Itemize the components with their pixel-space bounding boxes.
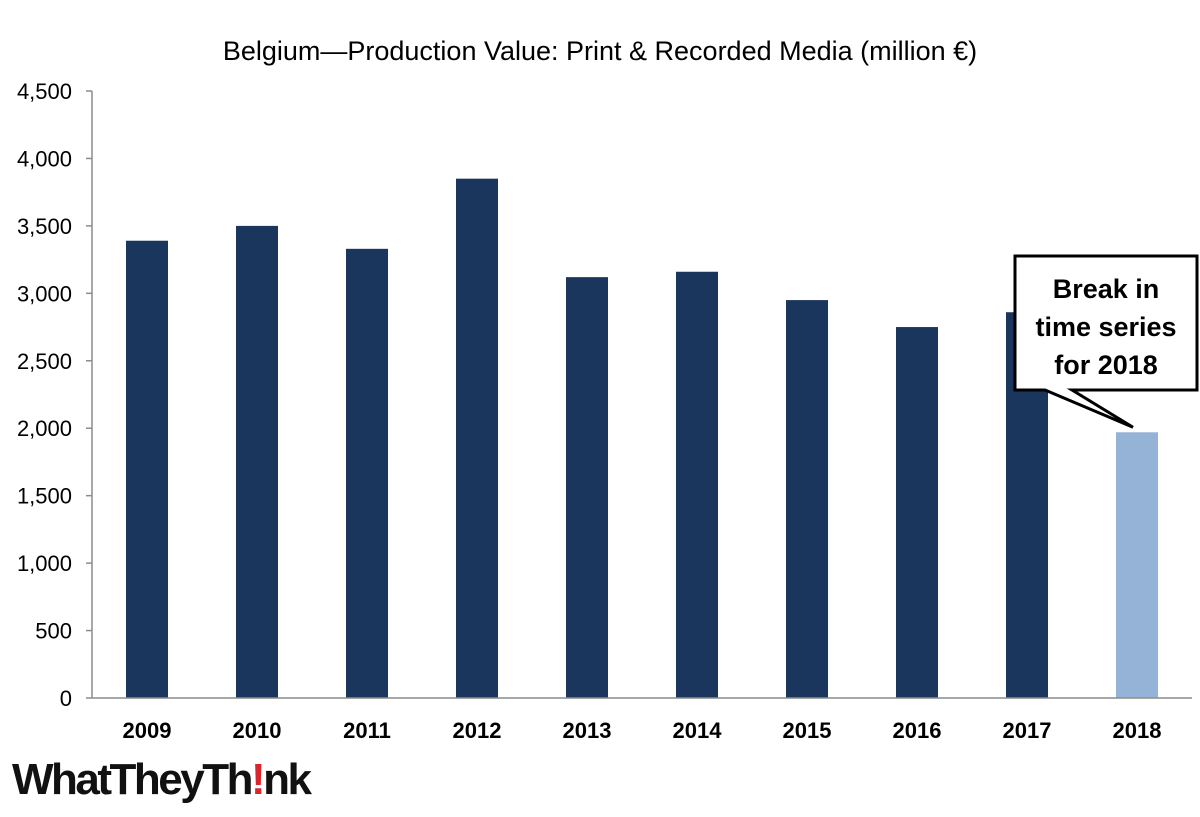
- bars: [126, 178, 1158, 698]
- x-tick-label: 2009: [123, 718, 172, 743]
- bar-2016: [896, 327, 938, 698]
- callout-text-line: time series: [1035, 312, 1176, 342]
- bar-2009: [126, 240, 168, 698]
- x-tick-label: 2011: [343, 718, 391, 743]
- chart-title: Belgium—Production Value: Print & Record…: [222, 36, 978, 66]
- callout-text-line: Break in: [1053, 274, 1160, 304]
- x-tick-label: 2017: [1003, 718, 1052, 743]
- bar-2013: [566, 277, 608, 698]
- x-axis: 2009 2010 2011 2012 2013 2014 2015 2016 2017 2018: [92, 697, 1192, 743]
- callout: Break in time series for 2018: [1013, 254, 1199, 429]
- y-tick-label: 3,000: [17, 281, 72, 306]
- x-tick-label: 2018: [1113, 718, 1162, 743]
- y-tick-label: 2,500: [17, 349, 72, 374]
- y-tick-label: 500: [35, 619, 72, 644]
- bar-2018: [1116, 432, 1158, 698]
- bar-2015: [786, 300, 828, 698]
- y-tick-label: 4,500: [17, 79, 72, 104]
- x-tick-label: 2014: [673, 718, 723, 743]
- y-tick-label: 4,000: [17, 146, 72, 171]
- x-tick-label: 2016: [893, 718, 942, 743]
- y-axis: 0 500 1,000 1,500 2,000 2,500 3,000 3,500 4,000 4…: [17, 79, 93, 711]
- x-tick-label: 2015: [783, 718, 832, 743]
- y-tick-label: 0: [60, 686, 72, 711]
- y-tick-label: 1,500: [17, 484, 72, 509]
- whattheythink-logo: WhatTheyTh!nk: [12, 755, 312, 804]
- bar-2014: [676, 271, 718, 698]
- x-tick-label: 2012: [453, 718, 502, 743]
- callout-box: [1013, 254, 1199, 429]
- bar-2010: [236, 225, 278, 698]
- y-tick-label: 1,000: [17, 551, 72, 576]
- y-tick-label: 2,000: [17, 416, 72, 441]
- x-tick-label: 2013: [563, 718, 612, 743]
- callout-text-line: for 2018: [1054, 350, 1158, 380]
- bar-2011: [346, 248, 388, 698]
- bar-2012: [456, 178, 498, 698]
- x-tick-label: 2010: [233, 718, 282, 743]
- y-tick-label: 3,500: [17, 214, 72, 239]
